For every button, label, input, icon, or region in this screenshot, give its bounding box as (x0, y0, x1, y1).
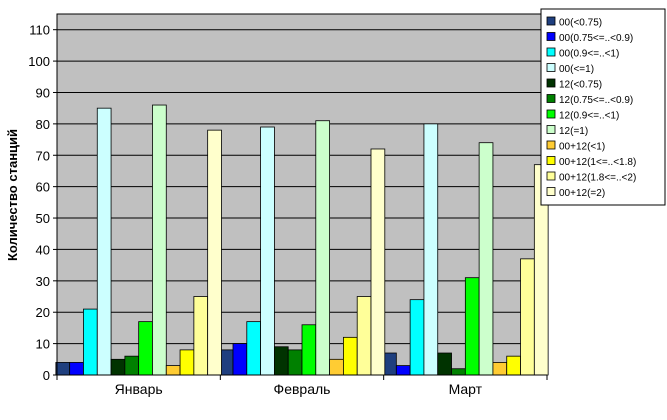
y-tick-label: 50 (36, 211, 50, 226)
y-tick-label: 80 (36, 117, 50, 132)
legend-label: 12(0.75<=..<0.9) (559, 95, 633, 106)
legend-label: 00+12(=2) (559, 188, 605, 199)
bar (356, 296, 372, 376)
bar (138, 321, 153, 376)
y-tick-label: 90 (36, 85, 50, 100)
bar (478, 142, 494, 376)
legend-swatch (546, 47, 556, 57)
y-tick-label: 20 (36, 305, 50, 320)
legend-swatch (546, 63, 556, 72)
bar (423, 123, 439, 376)
bar (301, 324, 317, 376)
bar (506, 355, 521, 376)
bar (96, 107, 112, 376)
legend-label: 00+12(<1) (559, 142, 605, 153)
bar (451, 368, 466, 376)
bar (69, 362, 84, 376)
legend-label: 00(0.75<=..<0.9) (559, 33, 633, 44)
legend-label: 00+12(1.8<=..<2) (559, 173, 636, 184)
bar (329, 358, 344, 376)
bar (395, 365, 411, 376)
y-tick-label: 100 (28, 54, 50, 69)
bar (179, 349, 195, 376)
bar (315, 120, 330, 376)
legend-swatch (546, 32, 556, 41)
legend-swatch (546, 78, 556, 88)
x-tick-label: Январь (115, 381, 163, 397)
bar (83, 308, 98, 376)
x-tick-label: Февраль (274, 381, 331, 397)
legend-label: 12(<0.75) (559, 80, 602, 91)
bar (207, 129, 222, 376)
bar (370, 148, 386, 376)
legend-swatch (546, 125, 556, 134)
y-tick-label: 40 (36, 242, 50, 257)
legend-swatch (546, 94, 556, 103)
y-tick-label: 110 (29, 23, 50, 38)
bar (287, 349, 303, 376)
bar (342, 336, 358, 376)
y-tick-label: 60 (36, 180, 50, 195)
y-axis: 0 10 20 30 40 50 60 70 80 90 100 110 (28, 14, 58, 383)
legend-label: 00(<0.75) (559, 18, 602, 29)
legend-label: 00(0.9<=..<1) (559, 49, 619, 60)
bar (232, 343, 248, 376)
bar (260, 126, 275, 376)
y-axis-label: Количество станций (5, 129, 20, 261)
legend-box (540, 8, 666, 206)
bar (273, 346, 289, 376)
bar (55, 362, 71, 376)
legend-label: 00(<=1) (559, 64, 594, 75)
bar (124, 355, 140, 376)
legend-swatch (546, 156, 556, 165)
legend-swatch (546, 187, 556, 196)
legend-swatch (546, 16, 556, 26)
y-tick-label: 30 (36, 274, 50, 289)
y-tick-label: 70 (36, 148, 50, 163)
legend-label: 12(0.9<=..<1) (559, 111, 619, 122)
legend-swatch (546, 140, 556, 150)
x-axis: Январь Февраль Март (56, 374, 548, 397)
bar (492, 362, 508, 376)
bar (520, 258, 535, 376)
bar (110, 358, 126, 376)
bar (437, 352, 452, 376)
y-tick-label: 10 (36, 337, 50, 352)
legend-label: 12(=1) (559, 126, 588, 137)
bar (193, 296, 209, 376)
legend-swatch (546, 109, 556, 119)
bar (464, 277, 480, 376)
bar (409, 299, 425, 376)
x-tick-label: Март (449, 381, 483, 397)
bar (246, 321, 262, 376)
y-tick-label: 0 (43, 368, 50, 383)
bar (152, 104, 167, 376)
legend: 00(<0.75) 00(0.75<=..<0.9) 00(0.9<=..<1) 00… (540, 8, 666, 206)
legend-swatch (546, 171, 556, 181)
legend-label: 00+12(1<=..<1.8) (559, 157, 636, 168)
bar (165, 365, 181, 376)
